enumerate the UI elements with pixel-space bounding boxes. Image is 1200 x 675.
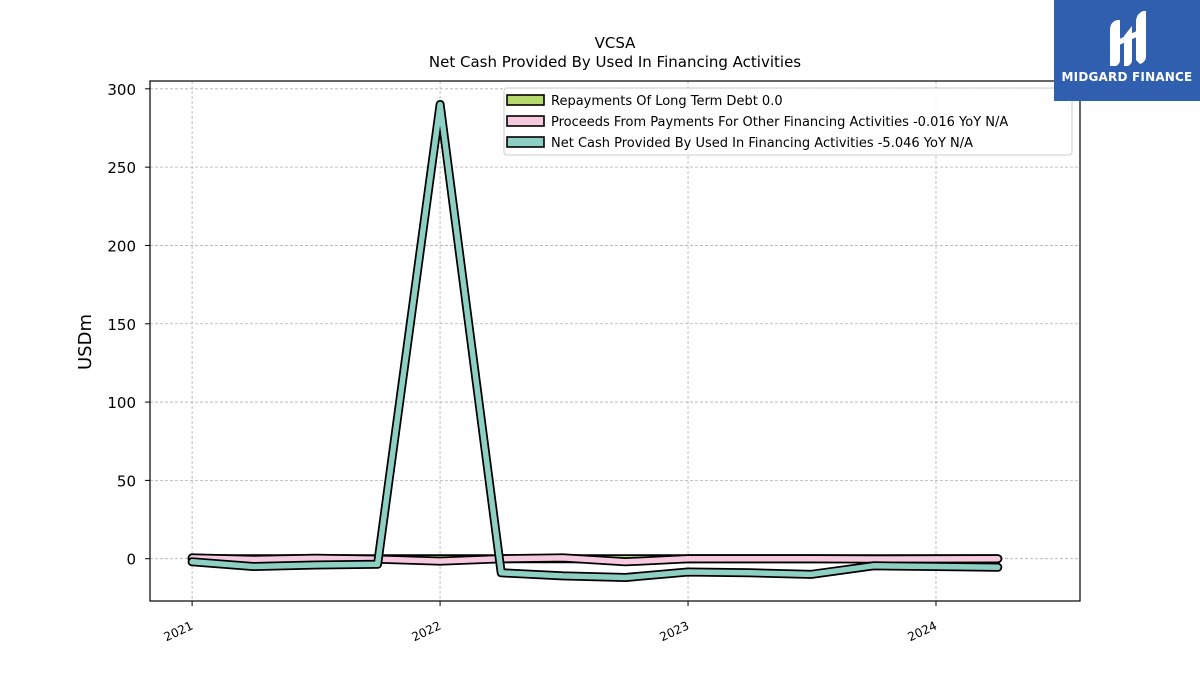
data-point-series-3	[313, 563, 317, 567]
y-tick-label: 150	[107, 316, 136, 334]
y-axis-label: USDm	[75, 314, 96, 370]
grid	[150, 81, 1080, 601]
data-point-series-3	[996, 565, 1000, 569]
legend-swatch	[506, 136, 545, 148]
y-tick-label: 50	[117, 472, 136, 490]
data-point-series-2	[934, 557, 938, 561]
data-point-series-3	[934, 565, 938, 568]
data-point-series-3	[251, 565, 255, 568]
midgard-finance-logo: MIDGARD FINANCE	[1054, 0, 1200, 101]
data-point-series-2	[747, 557, 751, 561]
logo-mark-icon	[1110, 11, 1146, 66]
x-tick-label: 2021	[162, 619, 196, 645]
data-point-series-3	[872, 564, 875, 568]
series-outline-3	[187, 100, 1003, 582]
x-tick-label: 2023	[658, 619, 692, 645]
data-point-series-3	[499, 571, 503, 575]
data-point-series-2	[561, 556, 565, 560]
data-point-series-2	[872, 557, 875, 561]
data-point-series-3	[747, 571, 751, 575]
y-tick-label: 0	[126, 551, 136, 569]
data-point-series-2	[686, 557, 690, 561]
x-tick-label: 2022	[410, 619, 444, 645]
data-point-series-3	[809, 572, 813, 576]
plot-area	[187, 100, 1003, 582]
y-tick-label: 100	[107, 394, 136, 412]
data-point-series-3	[438, 103, 442, 106]
series-line-3	[189, 101, 1001, 581]
data-point-series-3	[561, 574, 565, 578]
legend-box	[503, 87, 1073, 156]
data-point-series-2	[809, 557, 813, 561]
y-tick-label: 200	[107, 237, 136, 255]
series-line-2	[189, 555, 1001, 565]
data-point-series-2	[251, 558, 255, 561]
data-point-series-2	[996, 557, 1000, 561]
legend-label: Net Cash Provided By Used In Financing A…	[551, 136, 973, 151]
chart-subtitle: Net Cash Provided By Used In Financing A…	[429, 53, 801, 71]
legend-label: Repayments Of Long Term Debt 0.0	[551, 94, 783, 109]
logo-brand-text: MIDGARD FINANCE	[1061, 70, 1193, 84]
data-point-series-2	[624, 560, 627, 564]
data-point-series-2	[438, 559, 442, 563]
y-tick-label: 300	[107, 81, 136, 99]
plot-frame	[149, 80, 1081, 602]
y-tick-label: 250	[107, 159, 136, 177]
chart-title: VCSA	[595, 34, 637, 52]
legend: Repayments Of Long Term Debt 0.0 Proceeds…	[503, 87, 1073, 156]
data-point-series-2	[313, 556, 317, 560]
legend-swatch	[506, 94, 545, 106]
x-ticks: 2021 2022 2023 2024	[162, 601, 939, 644]
x-tick-label: 2024	[905, 619, 939, 645]
data-point-series-3	[376, 562, 379, 566]
data-point-series-3	[686, 570, 690, 574]
data-point-series-3	[190, 560, 194, 564]
legend-swatch	[506, 115, 545, 127]
data-point-series-3	[624, 576, 627, 579]
legend-label: Proceeds From Payments For Other Financi…	[551, 115, 1008, 130]
y-ticks: 0 50 100 150 200 250 300	[107, 81, 150, 569]
